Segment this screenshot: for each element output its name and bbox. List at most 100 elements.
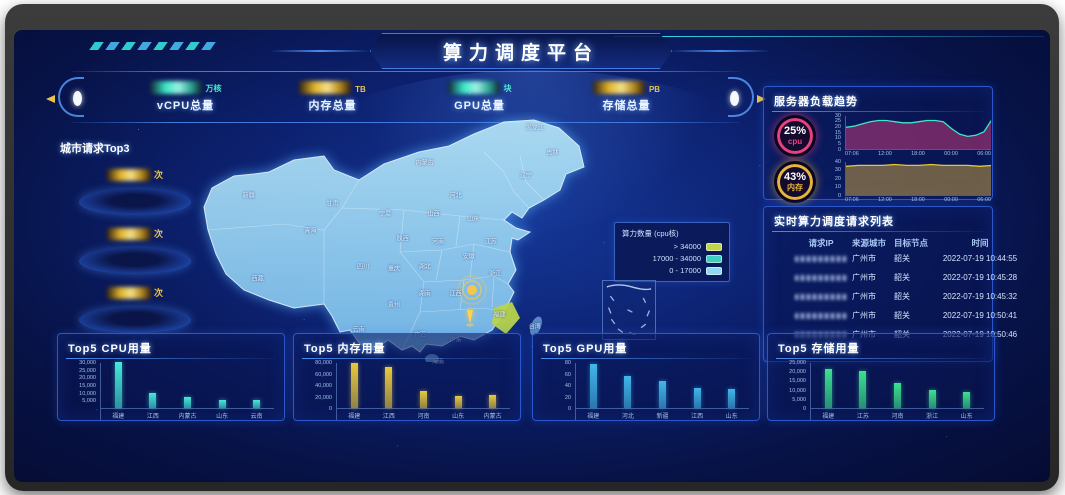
bar (350, 363, 358, 408)
city-request-count: 次 (106, 227, 163, 240)
request-table-body: 广州市 韶关 2022-07-19 10:44:55 广州市 韶关 2022-07-19 … (764, 249, 1017, 344)
bar (149, 392, 157, 408)
request-table-header: 请求IP 来源城市 目标节点 时间 (764, 237, 992, 249)
request-time: 2022-07-19 10:45:32 (942, 292, 1018, 301)
metric-value-row: PB (592, 81, 661, 94)
ip-blur-bar (795, 312, 847, 319)
header-accent-line (614, 36, 1044, 37)
map-pin-icon (466, 310, 474, 327)
dashboard-screen: 算力调度平台 万核 vCPU总量 TB 内存总量 块 GPU总量 PB 存储总量 城市请求To… (14, 30, 1050, 482)
trend-y-axis: 0 5 10 15 20 25 30 (834, 112, 841, 153)
crescent-icon (73, 91, 82, 106)
table-row[interactable]: 广州市 韶关 2022-07-19 10:44:55 (764, 249, 1017, 268)
bar-category-labels: 福建 江西 河南 山东 内蒙古 (348, 414, 502, 420)
metric-label: GPU总量 (454, 100, 505, 112)
trend-chart: 0 5 10 15 20 25 30 07:06 12:00 18:00 00:00 06:00 (826, 112, 991, 157)
top5-storage-chart: 0 5,000 10,000 15,000 20,000 25,000 福建 江苏 河南 浙江 山东 (768, 359, 994, 420)
bar (693, 387, 701, 408)
legend-label: 0 - 17000 (669, 266, 701, 275)
bar-y-axis: 0 5,000 10,000 15,000 20,000 25,000 (789, 360, 806, 412)
bar (253, 400, 261, 408)
bar (893, 383, 901, 408)
crescent-icon (730, 91, 739, 106)
server-load-panel: 服务器负载趋势 25% cpu 0 5 10 15 20 25 30 07:06 12:00 18:0… (763, 86, 993, 203)
legend-swatch (706, 254, 722, 263)
target-node: 韶关 (894, 292, 910, 301)
request-list-title: 实时算力调度请求列表 (774, 216, 894, 228)
bar-plot: 福建 江西 河南 山东 内蒙古 (336, 363, 510, 420)
col-request-ip: 请求IP (808, 238, 834, 248)
metric-item: PB 存储总量 (553, 75, 700, 119)
bar-columns (811, 363, 984, 409)
gauge-cpu: 25% cpu (774, 115, 816, 157)
legend-title: 算力数量 (cpu核) (622, 229, 679, 238)
table-row[interactable]: 广州市 韶关 2022-07-19 10:50:41 (764, 306, 1017, 325)
banner-wing-right (670, 50, 770, 52)
metric-unit: 块 (503, 84, 512, 93)
metric-value-blurred (592, 81, 645, 94)
band-end-left-decoration (46, 77, 84, 117)
target-node: 韶关 (894, 254, 910, 263)
city-count-blurred (106, 228, 151, 240)
legend-rows: > 34000 17000 - 34000 0 - 17000 (622, 242, 722, 275)
bar (824, 369, 832, 408)
china-map[interactable]: 新疆西藏青海甘肃四川云南贵州广西广东湖南湖北江西福建浙江安徽江苏山东河南河北山西… (174, 112, 614, 366)
source-city: 广州市 (852, 311, 876, 320)
legend-label: > 34000 (673, 242, 701, 251)
trend-plot: 07:06 12:00 18:00 00:00 06:00 (845, 161, 991, 203)
col-target-node: 目标节点 (894, 238, 929, 248)
metric-value-row: 万核 (149, 81, 222, 94)
city-count-blurred (106, 169, 151, 181)
metric-item: TB 内存总量 (259, 75, 406, 119)
city-request-count: 次 (106, 286, 163, 299)
mainland-outline (203, 119, 585, 364)
page-title-banner: 算力调度平台 (370, 33, 672, 69)
gauge-value: 25% (783, 124, 807, 137)
bar-y-axis: 5,000 10,000 15,000 20,000 25,000 30,000 (79, 360, 96, 405)
bar-category-labels: 福建 河北 新疆 江西 山东 (587, 414, 738, 420)
target-node: 韶关 (894, 273, 910, 282)
metric-unit: PB (648, 85, 661, 94)
table-row[interactable]: 广州市 韶关 2022-07-19 10:45:32 (764, 287, 1017, 306)
bar-y-axis: 0 20 40 60 80 (564, 360, 571, 412)
ip-blur-bar (795, 255, 847, 262)
bar-plot: 福建 河北 新疆 江西 山东 (575, 363, 749, 420)
panel-divider (772, 111, 984, 112)
bar (589, 363, 597, 408)
target-node: 韶关 (894, 311, 910, 320)
china-map-canvas (203, 119, 585, 364)
legend-swatch (706, 242, 722, 251)
metric-label: vCPU总量 (156, 100, 215, 112)
arrow-left-icon (46, 95, 55, 103)
metric-value-blurred (149, 81, 202, 94)
city-request-count: 次 (106, 168, 163, 181)
ip-blur-bar (795, 274, 847, 281)
trend-x-axis: 07:06 12:00 18:00 00:00 06:00 (845, 150, 991, 157)
total-metrics-band: 万核 vCPU总量 TB 内存总量 块 GPU总量 PB 存储总量 (46, 71, 766, 123)
bar (454, 395, 462, 408)
city-top3-item: 次 (60, 168, 210, 215)
legend-label: 17000 - 34000 (652, 254, 701, 263)
request-time: 2022-07-19 10:45:28 (942, 273, 1018, 282)
panel-divider (541, 358, 751, 359)
legend-row: > 34000 (622, 242, 722, 251)
top5-cpu-panel: Top5 CPU用量 5,000 10,000 15,000 20,000 25,000… (57, 333, 285, 421)
bar (489, 395, 497, 408)
bar (928, 389, 936, 408)
table-row[interactable]: 广州市 韶关 2022-07-19 10:45:28 (764, 268, 1017, 287)
province-borders (207, 151, 545, 351)
city-top3-item: 次 (60, 286, 210, 333)
bar (114, 362, 122, 408)
header-stripe-decoration (89, 42, 216, 50)
server-load-title: 服务器负载趋势 (774, 96, 858, 108)
highlighted-province-fujian (492, 302, 520, 334)
metric-value-blurred (299, 81, 352, 94)
trend-chart: 0 10 20 30 40 07:06 12:00 18:00 00:00 06:00 (826, 159, 991, 203)
city-request-top3-panel: 城市请求Top3 次次次 (60, 140, 210, 333)
map-legend: 算力数量 (cpu核) > 34000 17000 - 34000 0 - 1700… (614, 222, 730, 282)
metric-value-row: 块 (447, 81, 512, 94)
gauge-label: cpu (787, 136, 803, 146)
top5-gpu-chart: 0 20 40 60 80 福建 河北 新疆 江西 山东 (533, 359, 759, 420)
top5-gpu-panel: Top5 GPU用量 0 20 40 60 80 福建 河北 新疆 江西 山东 (532, 333, 760, 421)
request-ip-blurred (790, 255, 852, 262)
